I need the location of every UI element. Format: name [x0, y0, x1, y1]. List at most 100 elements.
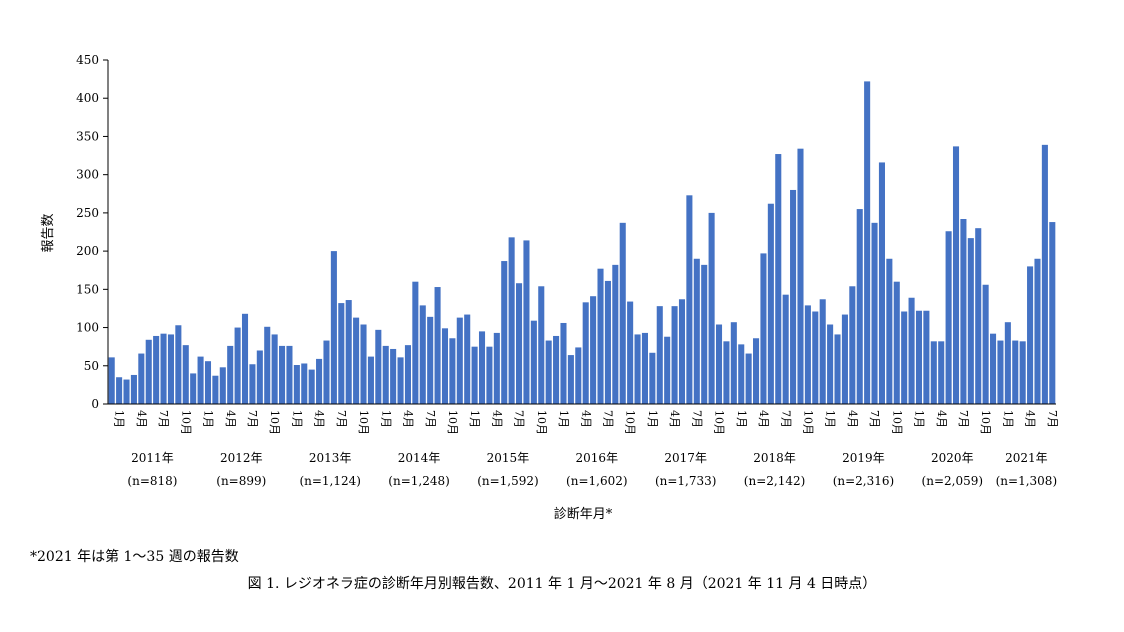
- x-month-label: 4月: [224, 410, 237, 428]
- bar-2014年-1: [375, 329, 382, 404]
- bar-2011年-10: [175, 325, 182, 404]
- x-month-label: 1月: [468, 410, 481, 428]
- bar-2013年-8: [338, 303, 345, 404]
- x-month-label: 7月: [246, 410, 259, 428]
- bar-2015年-12: [545, 340, 552, 404]
- bar-2012年-7: [241, 313, 249, 404]
- x-month-label: 4月: [668, 410, 681, 428]
- bar-2018年-8: [782, 294, 789, 404]
- bar-2013年-6: [323, 340, 330, 404]
- bar-2018年-5: [760, 253, 767, 404]
- bar-2011年-8: [160, 333, 167, 404]
- bar-2021年-2: [1004, 322, 1011, 404]
- bar-2017年-11: [715, 324, 723, 404]
- bar-2016年-11: [627, 301, 634, 404]
- bar-2020年-4: [930, 341, 937, 404]
- bar-2014年-3: [390, 348, 397, 404]
- bar-2012年-9: [256, 350, 263, 404]
- bar-2011年-9: [167, 334, 174, 404]
- bar-2016年-3: [567, 355, 574, 404]
- bar-2021年-8: [1049, 222, 1056, 404]
- bar-2018年-10: [797, 148, 804, 404]
- y-tick-label: 150: [76, 282, 99, 296]
- x-month-label: 4月: [490, 410, 503, 428]
- x-month-label: 4月: [757, 410, 770, 428]
- bar-2020年-3: [923, 310, 930, 404]
- bar-2021年-1: [997, 340, 1004, 404]
- bar-2017年-1: [641, 332, 648, 404]
- y-tick-label: 450: [76, 53, 99, 67]
- x-month-label: 1月: [290, 410, 303, 428]
- year-label: 2011年: [131, 451, 174, 465]
- bar-2012年-10: [264, 326, 271, 404]
- bar-2020年-12: [990, 333, 997, 404]
- bar-2011年-5: [138, 353, 145, 404]
- bar-2013年-11: [360, 324, 367, 404]
- x-month-label: 10月: [179, 410, 192, 435]
- bar-2016年-2: [560, 322, 567, 404]
- bar-2021年-7: [1041, 144, 1048, 404]
- x-month-label: 1月: [202, 410, 215, 428]
- year-count-label: (n=818): [127, 474, 177, 488]
- bar-2017年-3: [656, 306, 663, 404]
- bar-2011年-6: [145, 339, 152, 404]
- x-month-label: 4月: [135, 410, 148, 428]
- bar-2012年-8: [249, 364, 256, 404]
- bar-2017年-6: [678, 299, 686, 404]
- y-tick-label: 250: [76, 206, 99, 220]
- bar-2018年-11: [804, 305, 811, 404]
- x-month-label: 10月: [535, 410, 548, 435]
- x-month-label: 10月: [713, 410, 726, 435]
- figure-caption: 図 1. レジオネラ症の診断年月別報告数、2011 年 1 月〜2021 年 8…: [247, 576, 877, 592]
- bar-2014年-2: [382, 345, 389, 404]
- bar-2011年-4: [130, 374, 137, 404]
- bar-2018年-9: [790, 189, 797, 404]
- bar-2011年-1: [108, 357, 115, 404]
- bar-2017年-8: [693, 258, 700, 404]
- bar-2021年-3: [1012, 340, 1019, 404]
- bar-2020年-8: [960, 219, 967, 404]
- year-count-label: (n=1,248): [388, 474, 450, 488]
- year-labels: 2011年 (n=818) 2012年 (n=899) 2013年 (n=1,124) 20…: [127, 451, 1057, 488]
- y-tick-label: 0: [91, 397, 99, 411]
- x-month-label: 10月: [357, 410, 370, 435]
- bar-2020年-5: [938, 341, 945, 404]
- bar-2017年-7: [686, 195, 693, 404]
- bar-2020年-11: [982, 284, 989, 404]
- x-month-label: 7月: [424, 410, 437, 428]
- bar-2018年-6: [767, 203, 774, 404]
- y-tick-label: 300: [76, 168, 99, 182]
- x-month-label: 4月: [313, 410, 326, 428]
- bar-2019年-1: [819, 299, 826, 404]
- bar-2015年-11: [538, 286, 545, 404]
- bar-2014年-10: [441, 328, 449, 404]
- bar-2019年-8: [871, 222, 878, 404]
- bar-2019年-5: [849, 286, 856, 404]
- bar-2020年-10: [975, 228, 982, 404]
- year-count-label: (n=1,592): [477, 474, 539, 488]
- y-tick-label: 100: [76, 321, 99, 335]
- bar-2014年-8: [427, 316, 434, 404]
- x-month-label: 4月: [846, 410, 859, 428]
- x-axis-title: 診断年月*: [554, 506, 613, 522]
- bar-2013年-10: [353, 317, 360, 404]
- bar-2014年-5: [404, 345, 411, 404]
- bar-2020年-7: [952, 146, 960, 404]
- bar-2014年-11: [449, 338, 456, 404]
- x-month-label: 4月: [935, 410, 948, 428]
- x-month-label: 10月: [890, 410, 903, 435]
- bar-2019年-6: [856, 209, 863, 404]
- x-month-label: 4月: [1024, 410, 1037, 428]
- x-month-label: 7月: [602, 410, 615, 428]
- bar-2012年-4: [219, 367, 226, 404]
- bar-2011年-7: [153, 335, 160, 404]
- bar-2021年-5: [1027, 266, 1034, 404]
- bar-2016年-10: [619, 222, 626, 404]
- bar-2015年-9: [523, 240, 530, 404]
- x-month-label: 7月: [157, 410, 170, 428]
- bar-2015年-5: [493, 332, 500, 404]
- bar-2017年-2: [649, 352, 656, 404]
- x-month-label: 7月: [513, 410, 526, 428]
- bar-2018年-7: [775, 154, 782, 404]
- bar-2018年-1: [730, 322, 737, 404]
